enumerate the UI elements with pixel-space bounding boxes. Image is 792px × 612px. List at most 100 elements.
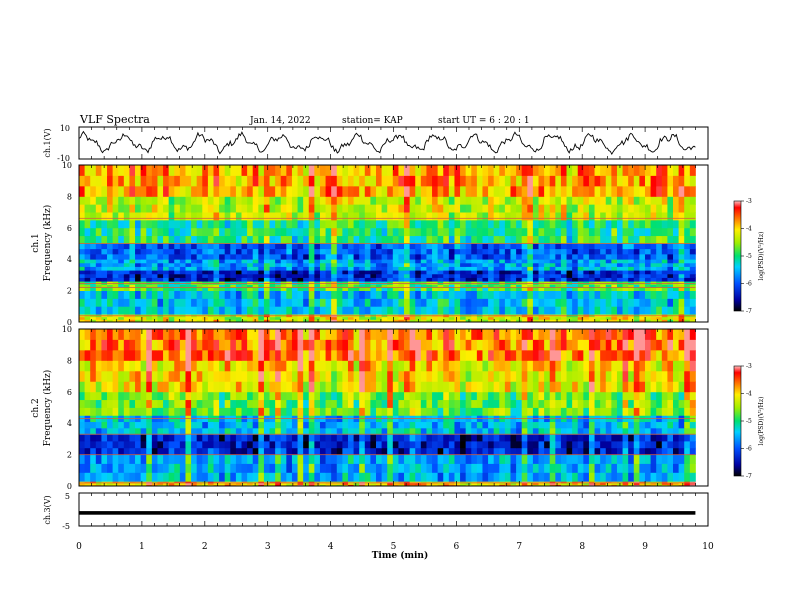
spectrogram-cell (179, 253, 186, 260)
spectrogram-cell (123, 447, 130, 455)
spectrogram-cell (347, 481, 354, 484)
spectrogram-cell (129, 290, 136, 299)
spectrogram-cell (471, 306, 478, 315)
spectrogram-cell (191, 482, 198, 485)
spectrogram-cell (191, 204, 198, 213)
spectrogram-cell (258, 175, 265, 187)
spectrogram-cell (588, 248, 595, 255)
spectrogram-cell (95, 427, 102, 435)
spectrogram-cell (544, 196, 551, 205)
spectrogram-cell (135, 319, 142, 323)
spectrogram-cell (107, 370, 114, 382)
spectrogram-cell (207, 434, 214, 442)
spectrogram-cell (476, 204, 483, 213)
spectrogram-cell (202, 266, 209, 271)
spectrogram-cell (538, 284, 545, 288)
spectrogram-cell (191, 259, 198, 264)
spectrogram-cell (191, 391, 198, 401)
spectrogram-cell (353, 248, 360, 255)
spectrogram-cell (129, 165, 136, 176)
spectrogram-cell (409, 235, 416, 244)
spectrogram-cell (364, 427, 371, 435)
spectrogram-cell (454, 298, 461, 307)
spectrogram-cell (521, 266, 528, 271)
spectrogram-cell (163, 298, 170, 307)
spectrogram-cell (409, 484, 416, 487)
spectrogram-cell (616, 227, 623, 237)
spectrogram-cell (297, 212, 304, 221)
spectrogram-cell (275, 287, 282, 291)
spectrogram-cell (364, 219, 371, 229)
spectrogram-cell (600, 248, 607, 255)
spectrogram-cell (616, 440, 623, 449)
spectrogram-cell (420, 484, 427, 487)
spectrogram-cell (376, 243, 382, 250)
spectrogram-cell (420, 481, 427, 484)
spectrogram-cell (112, 434, 119, 442)
spectrogram-cell (611, 290, 618, 299)
spectrogram-cell (342, 204, 349, 213)
spectrogram-cell (482, 235, 489, 244)
spectrogram-cell (644, 427, 651, 435)
spectrogram-cell (460, 434, 467, 442)
spectrogram-cell (443, 196, 450, 205)
spectrogram-cell (185, 270, 192, 275)
spectrogram-cell (488, 165, 495, 176)
spectrogram-cell (398, 270, 405, 275)
spectrogram-cell (650, 482, 657, 485)
spectrogram-cell (118, 273, 125, 278)
spectrogram-cell (600, 281, 607, 285)
spectrogram-cell (196, 407, 203, 416)
spectrogram-cell (336, 219, 343, 229)
spectrogram-cell (314, 259, 321, 264)
spectrogram-cell (577, 253, 584, 260)
spectrogram-cell (454, 306, 461, 315)
spectrogram-cell (499, 447, 506, 455)
spectrogram-cell (191, 175, 198, 187)
spectrogram-cell (79, 482, 85, 485)
spectrogram-cell (342, 227, 349, 237)
spectrogram-cell (426, 391, 433, 401)
spectrogram-cell (482, 434, 489, 442)
spectrogram-cell (252, 447, 259, 455)
spectrogram-cell (532, 243, 539, 250)
spectrogram-cell (303, 175, 310, 187)
spectrogram-cell (689, 185, 696, 197)
spectrogram-cell (79, 270, 85, 275)
spectrogram-cell (347, 243, 354, 250)
spectrogram-cell (303, 481, 310, 484)
spectrogram-cell (157, 472, 164, 482)
spectrogram-cell (443, 407, 450, 416)
spectrogram-cell (499, 227, 506, 237)
spectrogram-cell (493, 212, 500, 221)
spectrogram-cell (135, 270, 142, 275)
spectrogram-cell (482, 270, 489, 275)
spectrogram-cell (364, 212, 371, 221)
spectrogram-cell (269, 253, 276, 260)
spectrogram-cell (560, 440, 567, 449)
spectrogram-cell (202, 281, 209, 285)
spectrogram-cell (347, 463, 354, 473)
spectrogram-cell (325, 484, 332, 487)
spectrogram-cell (342, 196, 349, 205)
spectrogram-cell (258, 219, 265, 229)
spectrogram-cell (432, 219, 439, 229)
spectrogram-cell (510, 204, 517, 213)
spectrogram-cell (95, 212, 102, 221)
spectrogram-cell (387, 259, 394, 264)
spectrogram-cell (420, 319, 427, 323)
spectrogram-cell (347, 391, 354, 401)
spectrogram-cell (90, 227, 97, 237)
spectrogram-cell (219, 270, 226, 275)
spectrogram-cell (600, 399, 607, 408)
spectrogram-cell (90, 287, 97, 291)
spectrogram-cell (600, 284, 607, 288)
spectrogram-cell (185, 484, 192, 487)
spectrogram-cell (538, 262, 545, 267)
spectrogram-cell (454, 212, 461, 221)
spectrogram-cell (291, 306, 298, 315)
spectrogram-cell (118, 185, 125, 197)
spectrogram-cell (90, 316, 97, 320)
spectrogram-cell (123, 482, 130, 485)
spectrogram-cell (560, 447, 567, 455)
